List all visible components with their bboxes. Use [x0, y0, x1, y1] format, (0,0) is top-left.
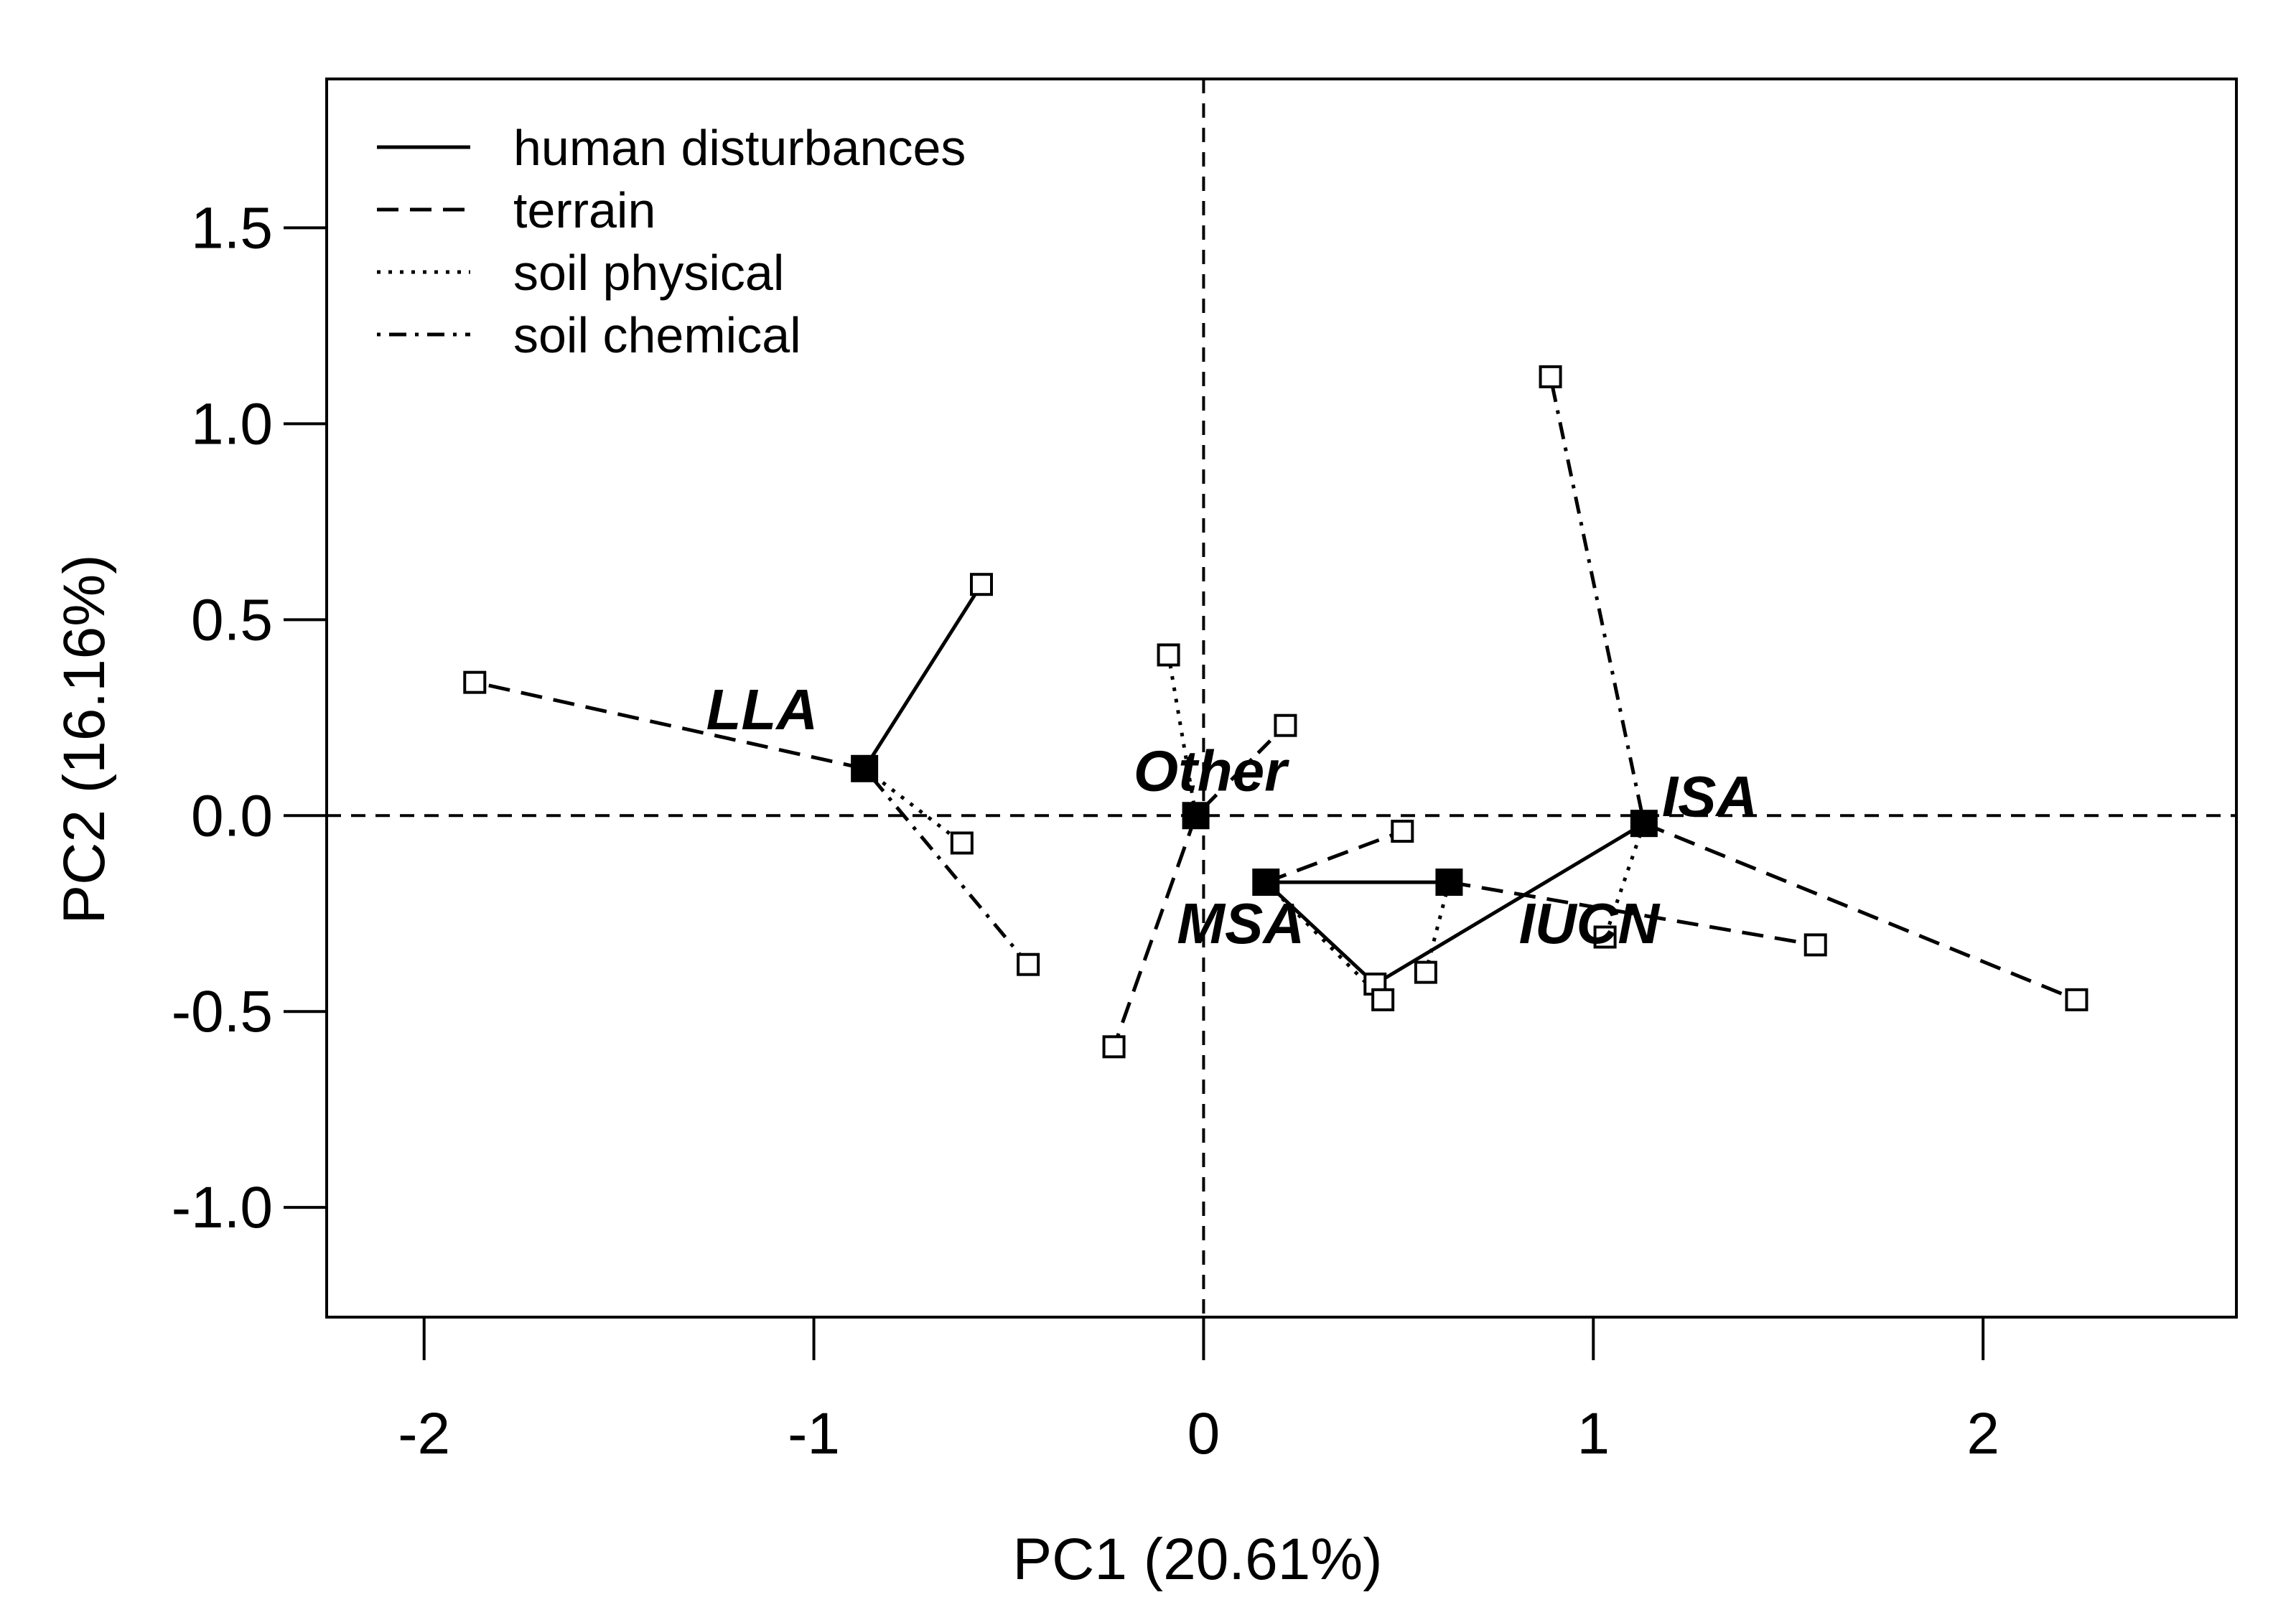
line-isa-soil-chemical [1549, 376, 1646, 824]
point-iucn-terrain [1803, 933, 1827, 957]
line-iucn-soil-physical [1424, 881, 1451, 973]
centroid-isa [1630, 810, 1658, 838]
point-isa-soil-chemical [1539, 365, 1562, 388]
point-msa-terrain [1391, 820, 1414, 843]
group-label-lla: LLA [706, 678, 818, 741]
x-tick-label: -2 [398, 1401, 450, 1466]
axes: -2 -1 0 1 2 -1.0 -0.5 0.0 0.5 1.0 1.5 [172, 78, 2238, 1466]
legend-label-soil-physical: soil physical [513, 245, 784, 301]
point-other-soil-physical [1157, 643, 1180, 667]
point-other-soil-chemical [1274, 713, 1297, 737]
point-isa-soil-physical [1593, 925, 1617, 949]
plot-frame [325, 78, 2238, 1319]
y-tick-label: 0.5 [191, 587, 273, 652]
y-tick-label: -1.0 [172, 1175, 273, 1240]
y-tick-label: -0.5 [172, 979, 273, 1044]
y-axis-title: PC2 (16.16%) [52, 554, 117, 924]
centroid-iucn [1435, 869, 1463, 897]
point-markers [463, 365, 2089, 1059]
y-tick-label: 1.5 [191, 195, 273, 261]
point-other-terrain [1102, 1035, 1126, 1059]
line-lla-soil-physical [863, 767, 963, 845]
line-lla-soil-chemical [863, 767, 1030, 966]
line-other-soil-physical [1167, 655, 1198, 816]
group-label-msa: MSA [1177, 891, 1305, 955]
line-msa-soil-physical [1264, 881, 1384, 1001]
group-connection-lines [474, 376, 2078, 1048]
point-lla-terrain [463, 670, 487, 694]
point-lla-soil-chemical [1017, 952, 1040, 976]
x-tick-label: 0 [1187, 1401, 1221, 1466]
line-msa-terrain [1265, 829, 1404, 884]
legend: human disturbances terrain soil physical so… [377, 120, 966, 363]
line-lla-human-disturbances [863, 583, 984, 770]
y-tick-label: 1.0 [191, 391, 273, 457]
centroid-lla [851, 754, 879, 782]
x-tick-label: 1 [1577, 1401, 1610, 1466]
centroid-msa [1252, 869, 1280, 897]
point-iucn-soil-physical [1414, 960, 1437, 984]
line-isa-soil-physical [1603, 823, 1646, 938]
x-tick-label: -1 [788, 1401, 840, 1466]
group-label-other: Other [1134, 739, 1289, 802]
point-lla-human-disturbances [970, 573, 993, 596]
line-isa-human-disturbances [1374, 822, 1646, 986]
point-lla-soil-physical [950, 831, 974, 855]
line-other-soil-chemical [1194, 724, 1287, 818]
group-label-isa: ISA [1662, 764, 1758, 828]
line-isa-terrain [1643, 821, 2078, 1002]
line-other-terrain [1112, 815, 1198, 1048]
legend-label-terrain: terrain [513, 182, 655, 238]
line-lla-terrain [474, 680, 865, 771]
group-label-iucn: IUCN [1519, 891, 1661, 955]
legend-label-human-disturbances: human disturbances [513, 120, 966, 176]
line-iucn-terrain [1449, 880, 1816, 947]
point-msa-soil-physical [1371, 988, 1395, 1011]
y-tick-label: 0.0 [191, 783, 273, 848]
legend-label-soil-chemical: soil chemical [513, 307, 801, 363]
x-tick-label: 2 [1966, 1401, 1999, 1466]
x-axis-title: PC1 (20.61%) [1012, 1527, 1382, 1592]
point-isa-terrain [2065, 988, 2089, 1011]
